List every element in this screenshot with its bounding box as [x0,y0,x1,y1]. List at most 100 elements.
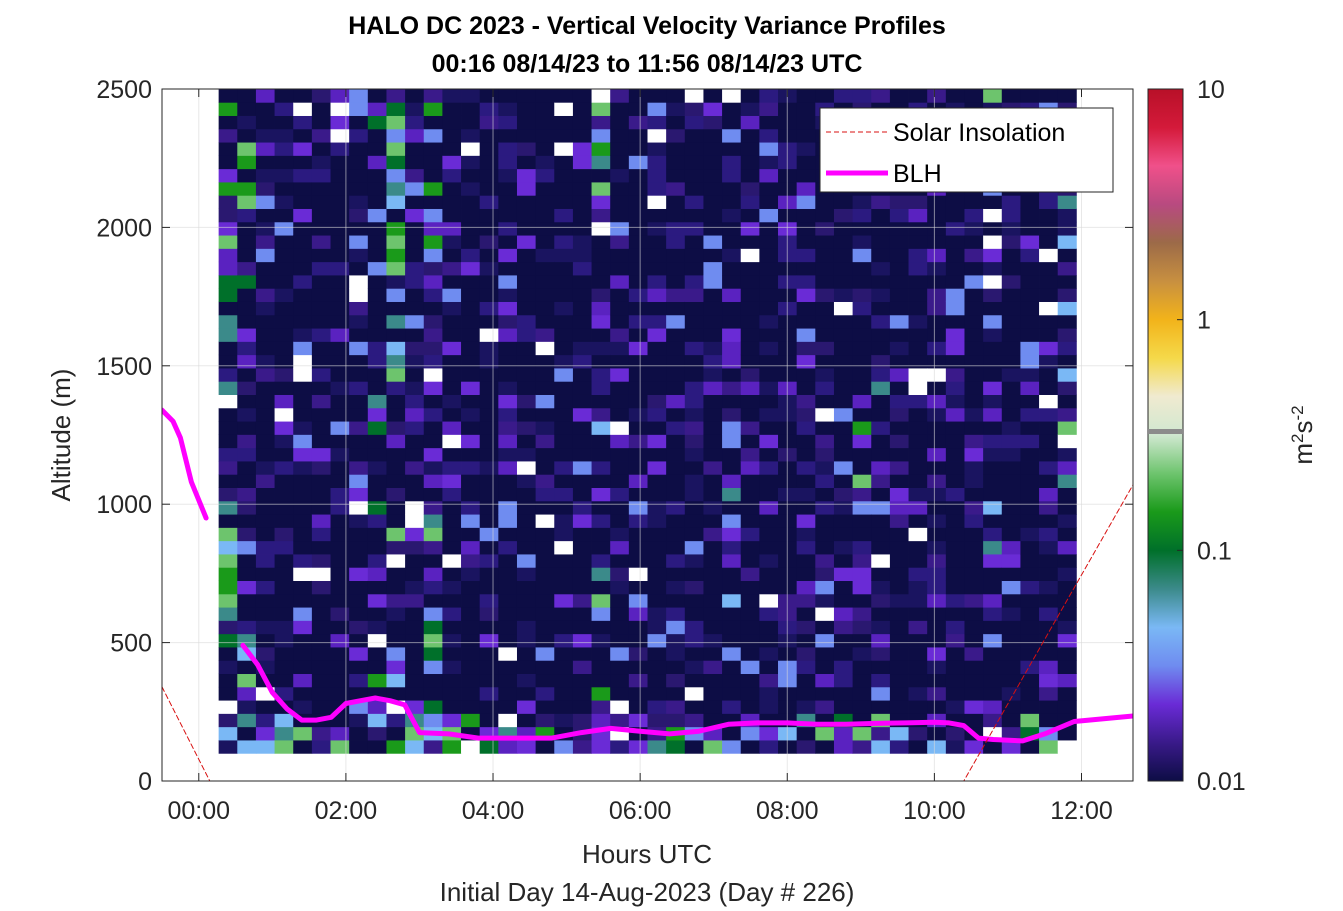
heatmap-cell [423,195,443,209]
heatmap-cell [833,275,854,289]
heatmap-cell [964,354,984,369]
heatmap-cell [1057,726,1077,741]
heatmap-cell [349,540,369,555]
heatmap-cell [945,261,965,276]
heatmap-cell [815,540,835,555]
heatmap-cell [516,407,537,422]
heatmap-cell [554,115,574,130]
heatmap-cell [349,713,369,728]
heatmap-cell [1020,275,1040,289]
heatmap-cell [386,607,406,621]
heatmap-cell [1039,500,1059,515]
heatmap-cell [479,328,499,342]
heatmap-cell [516,102,537,116]
heatmap-cell [218,447,238,462]
heatmap-cell [871,261,891,276]
heatmap-cell [740,195,760,209]
heatmap-cell [945,660,965,675]
heatmap-cell [293,394,313,409]
heatmap-cell [461,647,481,661]
heatmap-cell [330,195,350,209]
heatmap-cell [983,740,1003,754]
heatmap-cell [945,593,965,608]
colorbar-label: m2s-2 [1288,405,1319,464]
heatmap-cell [405,673,425,688]
heatmap-cell [293,89,313,103]
heatmap-cell [1039,487,1059,502]
heatmap-cell [983,354,1003,369]
heatmap-cell [1001,474,1021,488]
heatmap-cell [423,487,443,502]
heatmap-cell [983,208,1003,223]
heatmap-cell [1020,248,1040,263]
heatmap-cell [796,407,816,422]
heatmap-cell [722,421,742,435]
heatmap-cell [927,647,947,661]
heatmap-cell [311,314,331,329]
heatmap-cell [703,328,723,342]
heatmap-cell [535,89,555,103]
heatmap-cell [703,447,723,462]
heatmap-cell [666,288,686,302]
heatmap-cell [871,421,891,435]
x-tick-label: 02:00 [315,797,378,825]
heatmap-cell [722,288,742,302]
heatmap-cell [889,633,909,648]
heatmap-cell [647,500,667,515]
heatmap-cell [516,620,537,635]
heatmap-cell [367,500,387,515]
heatmap-cell [628,128,648,143]
heatmap-cell [535,487,555,502]
heatmap-cell [237,713,257,728]
heatmap-cell [983,686,1003,701]
heatmap-cell [516,142,537,156]
heatmap-cell [759,168,779,183]
heatmap-cell [610,700,630,714]
heatmap-cell [759,341,779,356]
heatmap-cell [349,288,369,302]
heatmap-cell [908,407,928,422]
heatmap-cell [815,673,835,688]
heatmap-cell [908,301,928,316]
heatmap-cell [852,208,872,223]
heatmap-cell [684,155,704,170]
colorbar-marker [1148,429,1183,434]
heatmap-cell [964,421,984,435]
heatmap-cell [218,514,238,528]
heatmap-cell [759,607,779,621]
heatmap-cell [889,328,909,342]
heatmap-cell [871,647,891,661]
heatmap-cell [386,128,406,143]
heatmap-cell [759,673,779,688]
heatmap-cell [722,620,742,635]
heatmap-cell [572,89,592,103]
heatmap-cell [684,421,704,435]
heatmap-cell [293,182,313,196]
heatmap-cell [516,221,537,236]
heatmap-cell [423,248,443,263]
heatmap-cell [367,673,387,688]
heatmap-cell [852,221,872,236]
heatmap-cell [703,155,723,170]
heatmap-cell [461,128,481,143]
heatmap-cell [666,341,686,356]
heatmap-cell [852,421,872,435]
heatmap-cell [386,474,406,488]
heatmap-cell [311,155,331,170]
heatmap-cell [610,261,630,276]
heatmap-cell [889,341,909,356]
x-tick-label: 00:00 [167,797,230,825]
heatmap-cell [367,740,387,754]
heatmap-cell [927,500,947,515]
heatmap-cell [255,341,275,356]
heatmap-cell [1057,447,1077,462]
heatmap-cell [815,726,835,741]
heatmap-cell [311,381,331,395]
heatmap-cell [628,740,648,754]
heatmap-cell [722,580,742,595]
heatmap-cell [1057,89,1077,103]
heatmap-cell [386,248,406,263]
heatmap-cell [237,208,257,223]
heatmap-cell [759,195,779,209]
heatmap-cell [927,288,947,302]
